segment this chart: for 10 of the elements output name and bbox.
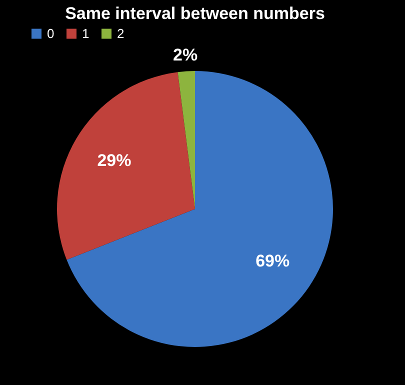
data-label: 29% bbox=[97, 151, 132, 170]
pie-slice bbox=[66, 71, 333, 347]
pie-slice bbox=[178, 71, 195, 209]
pie-slice bbox=[57, 72, 195, 260]
legend-label: 2 bbox=[117, 26, 124, 41]
data-label: 2% bbox=[173, 45, 198, 64]
legend-label: 1 bbox=[82, 26, 90, 41]
legend-label: 0 bbox=[47, 26, 54, 41]
data-label: 69% bbox=[256, 252, 290, 271]
chart-title: Same interval between numbers bbox=[65, 4, 325, 23]
